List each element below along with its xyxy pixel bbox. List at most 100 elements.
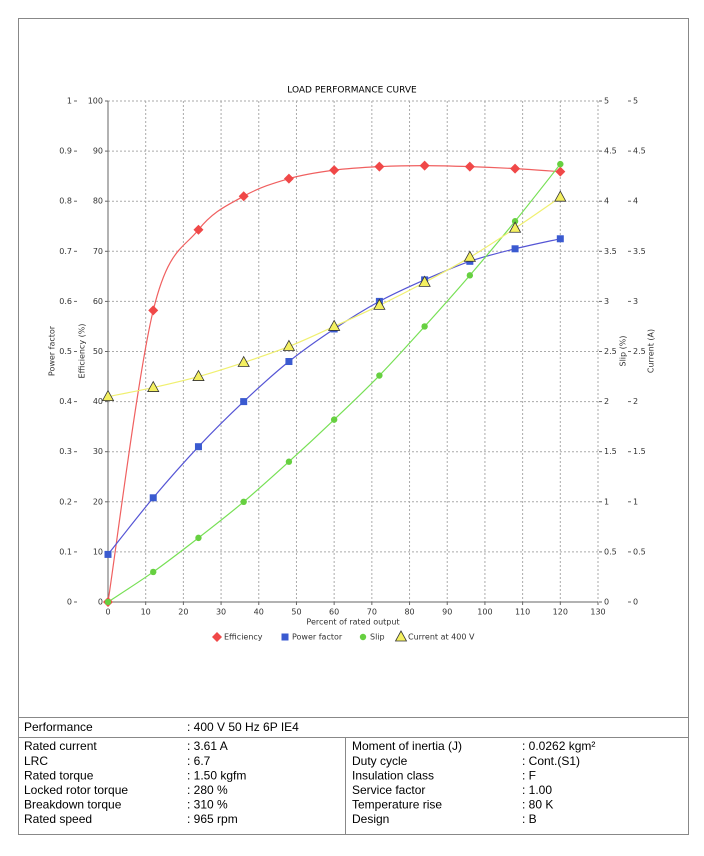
y-tick-label: 70 bbox=[93, 247, 103, 256]
y-tick-label: 20 bbox=[93, 497, 103, 506]
marker bbox=[238, 191, 249, 202]
y-tick-label: 0.7 bbox=[59, 247, 72, 256]
marker bbox=[193, 224, 204, 235]
x-tick-label: 60 bbox=[329, 608, 339, 617]
y-tick-label: 0 bbox=[67, 598, 72, 607]
legend-label: Slip bbox=[370, 633, 385, 642]
marker bbox=[147, 380, 160, 392]
marker bbox=[464, 161, 475, 172]
marker bbox=[376, 372, 383, 379]
y-tick-label: 0.4 bbox=[59, 397, 72, 406]
x-tick-label: 40 bbox=[254, 608, 264, 617]
cell-label: Moment of inertia (J) bbox=[352, 739, 462, 753]
y-tick-label: 5 bbox=[604, 97, 609, 106]
cell-value: : 280 % bbox=[187, 783, 228, 797]
marker bbox=[466, 272, 474, 279]
x-tick-label: 10 bbox=[141, 608, 151, 617]
y-tick-label: 1.5 bbox=[633, 447, 646, 456]
cell-value: : 965 rpm bbox=[187, 812, 238, 826]
marker bbox=[556, 235, 564, 243]
x-tick-label: 50 bbox=[291, 608, 301, 617]
y-tick-label: 1 bbox=[633, 497, 638, 506]
marker bbox=[374, 161, 385, 172]
cell-value: : F bbox=[522, 768, 536, 782]
y-tick-label: 3 bbox=[633, 297, 638, 306]
spec-table: Performance : 400 V 50 Hz 6P IE4 Rated c… bbox=[18, 717, 688, 835]
y-tick-label: 0.6 bbox=[59, 297, 72, 306]
legend-label: Power factor bbox=[292, 633, 343, 642]
y-tick-label: 5 bbox=[633, 97, 638, 106]
cell-label: Rated current bbox=[24, 739, 97, 753]
marker bbox=[463, 250, 477, 262]
marker bbox=[282, 339, 296, 351]
y-tick-label: 3.5 bbox=[633, 247, 646, 256]
y-tick-label: 0 bbox=[98, 598, 103, 607]
y-tick-label: 4 bbox=[633, 197, 638, 206]
x-axis-label: Percent of rated output bbox=[306, 618, 399, 627]
marker bbox=[394, 630, 408, 642]
x-tick-label: 120 bbox=[553, 608, 568, 617]
y-tick-label: 90 bbox=[93, 147, 103, 156]
marker bbox=[373, 298, 386, 310]
cell-value: : 0.0262 kgm² bbox=[522, 739, 595, 753]
cell-label: Breakdown torque bbox=[24, 798, 122, 812]
y-tick-label: 30 bbox=[93, 447, 103, 456]
y-axis-label: Current (A) bbox=[647, 329, 656, 373]
cell-value: : 310 % bbox=[187, 798, 228, 812]
y-tick-label: 60 bbox=[93, 297, 103, 306]
y-tick-label: 0 bbox=[604, 598, 609, 607]
x-tick-label: 110 bbox=[515, 608, 530, 617]
y-tick-label: 100 bbox=[88, 97, 103, 106]
y-tick-label: 0 bbox=[633, 598, 638, 607]
y-tick-label: 4.5 bbox=[633, 147, 646, 156]
y-tick-label: 4.5 bbox=[604, 147, 617, 156]
legend: Efficiency Power factor Slip Current at 400… bbox=[212, 630, 475, 642]
marker bbox=[281, 633, 289, 641]
x-tick-label: 90 bbox=[442, 608, 452, 617]
marker bbox=[212, 632, 222, 642]
cell-label: Design bbox=[352, 812, 389, 826]
x-tick-label: 80 bbox=[404, 608, 414, 617]
y-tick-label: 0.5 bbox=[633, 547, 646, 556]
y-tick-label: 2.5 bbox=[633, 347, 646, 356]
y-tick-label: 3.5 bbox=[604, 247, 617, 256]
y-tick-label: 10 bbox=[93, 547, 103, 556]
marker bbox=[148, 305, 159, 316]
header-value: : 400 V 50 Hz 6P IE4 bbox=[187, 720, 299, 734]
chart: LOAD PERFORMANCE CURVE Percent of rated … bbox=[48, 86, 656, 642]
cell-value: : 1.50 kgfm bbox=[187, 768, 246, 782]
header-label: Performance bbox=[24, 720, 93, 734]
cell-label: Duty cycle bbox=[352, 754, 408, 768]
y-tick-label: 0.1 bbox=[59, 547, 72, 556]
marker bbox=[557, 160, 564, 168]
cell-value: : 80 K bbox=[522, 798, 553, 812]
x-tick-label: 0 bbox=[105, 608, 110, 617]
legend-label: Efficiency bbox=[224, 633, 263, 642]
y-axis-label: Power factor bbox=[48, 325, 57, 376]
y-tick-label: 2 bbox=[604, 397, 609, 406]
cell-value: : 1.00 bbox=[522, 783, 552, 797]
y-tick-label: 2.5 bbox=[604, 347, 617, 356]
marker bbox=[285, 458, 293, 465]
y-tick-label: 3 bbox=[604, 297, 609, 306]
y-tick-label: 1 bbox=[604, 497, 609, 506]
marker bbox=[555, 166, 566, 177]
cell-label: Rated torque bbox=[24, 768, 94, 782]
y-tick-label: 0.8 bbox=[59, 197, 72, 206]
y-axis-label: Slip (%) bbox=[619, 336, 628, 367]
y-tick-label: 50 bbox=[93, 347, 103, 356]
marker bbox=[283, 173, 294, 184]
marker bbox=[359, 633, 367, 641]
series-line bbox=[107, 163, 561, 603]
y-tick-label: 0.5 bbox=[604, 547, 617, 556]
y-tick-label: 0.3 bbox=[59, 447, 72, 456]
marker bbox=[101, 389, 115, 401]
marker bbox=[511, 218, 519, 225]
y-tick-label: 0.2 bbox=[59, 497, 72, 506]
marker bbox=[240, 498, 247, 505]
marker bbox=[418, 275, 431, 287]
x-tick-label: 30 bbox=[216, 608, 226, 617]
cell-label: Temperature rise bbox=[352, 798, 442, 812]
marker bbox=[508, 221, 522, 233]
marker bbox=[104, 598, 112, 606]
